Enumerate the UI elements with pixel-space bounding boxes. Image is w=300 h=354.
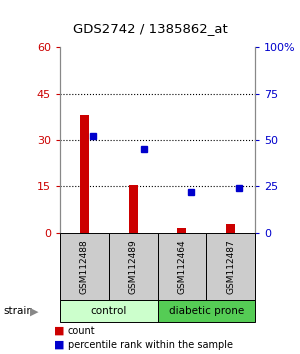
Text: ■: ■ [54, 340, 64, 350]
Text: GSM112464: GSM112464 [177, 239, 186, 294]
Text: strain: strain [3, 306, 33, 316]
Text: control: control [91, 306, 127, 316]
Bar [109, 233, 158, 300]
Text: GSM112487: GSM112487 [226, 239, 235, 294]
Bar [60, 300, 158, 322]
Text: count: count [68, 326, 95, 336]
Bar [129, 185, 137, 233]
Bar [178, 228, 186, 233]
Text: diabetic prone: diabetic prone [169, 306, 244, 316]
Text: GDS2742 / 1385862_at: GDS2742 / 1385862_at [73, 22, 227, 35]
Text: ▶: ▶ [30, 306, 39, 316]
Bar [60, 233, 109, 300]
Text: GSM112488: GSM112488 [80, 239, 89, 294]
Bar [80, 115, 89, 233]
Text: ■: ■ [54, 326, 64, 336]
Text: GSM112489: GSM112489 [129, 239, 138, 294]
Bar [206, 233, 255, 300]
Bar [158, 300, 255, 322]
Bar [158, 233, 206, 300]
Bar [226, 224, 235, 233]
Text: percentile rank within the sample: percentile rank within the sample [68, 340, 232, 350]
